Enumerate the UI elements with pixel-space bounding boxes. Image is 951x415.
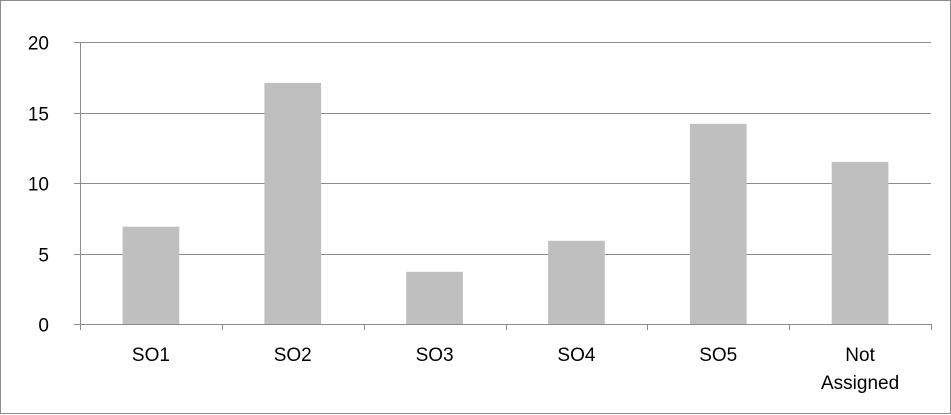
y-tick-label: 15 xyxy=(28,105,49,126)
x-tick-label: SO5 xyxy=(699,345,737,366)
bar-so2 xyxy=(264,82,322,325)
x-tick-label: Not Assigned xyxy=(821,345,899,394)
x-tick-label: SO4 xyxy=(557,345,595,366)
y-tick-label: 0 xyxy=(38,316,49,337)
bar-so4 xyxy=(548,240,605,324)
y-tick-label: 5 xyxy=(38,246,49,267)
x-tick-label: SO3 xyxy=(416,345,454,366)
bar-so1 xyxy=(122,226,180,324)
bar-so3 xyxy=(406,271,463,324)
gridlines xyxy=(80,42,931,255)
y-tick-label: 10 xyxy=(28,175,49,196)
bars xyxy=(122,82,889,325)
axes xyxy=(74,42,932,330)
x-tick-label: SO1 xyxy=(132,345,170,366)
bar-not-assigned xyxy=(831,161,889,324)
y-tick-label: 20 xyxy=(28,34,49,55)
bar-so5 xyxy=(689,123,747,324)
x-tick-label: SO2 xyxy=(274,345,312,366)
tick-labels: 0 5 10 15 20 SO1 SO2 SO3 SO4 SO5 Not Assigned xyxy=(28,34,899,395)
